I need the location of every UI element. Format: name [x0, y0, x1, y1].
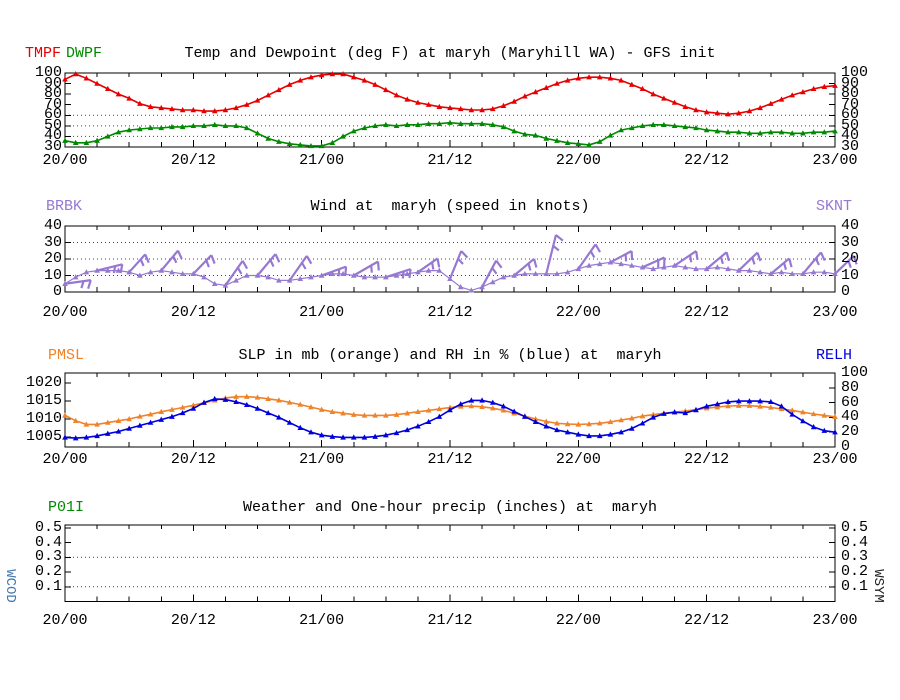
- time-axis-label: 22/12: [684, 304, 730, 321]
- y-axis-right-label: 0.1: [841, 577, 869, 595]
- y-axis-left-label: 10: [43, 266, 62, 284]
- y-axis-right-label: 20: [841, 250, 860, 267]
- time-axis-label: 23/00: [812, 304, 858, 321]
- y-axis-left-label: 1010: [25, 410, 62, 427]
- y-axis-right-label: 100: [841, 364, 869, 381]
- y-axis-right-label: 80: [841, 378, 860, 396]
- sknt-series-label: SKNT: [815, 198, 852, 215]
- y-axis-left-label: 0.4: [34, 533, 62, 551]
- pmsl-series-label: PMSL: [48, 347, 85, 364]
- time-axis-label: 21/12: [427, 612, 473, 629]
- y-axis-right-label: 50: [841, 116, 860, 134]
- y-axis-left-label: 1015: [25, 392, 62, 409]
- time-axis-label: 21/00: [299, 451, 345, 468]
- y-axis-left-label: 40: [43, 127, 62, 145]
- time-axis-label: 22/12: [684, 152, 730, 169]
- time-axis-label: 20/00: [42, 304, 88, 321]
- time-axis-label: 20/00: [42, 612, 88, 629]
- time-axis-label: 21/12: [427, 304, 473, 321]
- y-axis-left-label: 90: [43, 74, 62, 92]
- y-axis-left-label: 70: [43, 95, 62, 113]
- y-axis-right-label: 40: [841, 217, 860, 234]
- y-axis-left-label: 40: [43, 217, 62, 234]
- time-axis-label: 20/12: [170, 304, 216, 321]
- time-axis-label: 22/00: [555, 152, 601, 169]
- y-axis-right-label: 0: [841, 283, 851, 300]
- time-axis-label: 22/00: [555, 612, 601, 629]
- y-axis-right-label: 90: [841, 74, 860, 92]
- y-axis-left-label: 0.2: [34, 563, 62, 580]
- time-axis-label: 22/12: [684, 451, 730, 468]
- time-axis-label: 20/12: [170, 612, 216, 629]
- time-axis-label: 21/12: [427, 451, 473, 468]
- y-axis-left-label: 60: [43, 106, 62, 124]
- y-axis-right-label: 60: [841, 393, 860, 411]
- wsym-axis-label: WSYM: [870, 569, 886, 603]
- y-axis-right-label: 40: [841, 408, 860, 426]
- time-axis-label: 20/12: [170, 152, 216, 169]
- brbk-series-label: BRBK: [46, 198, 83, 215]
- slp-rh-panel-title: SLP in mb (orange) and RH in % (blue) at…: [238, 347, 662, 364]
- wind-panel-title: Wind at maryh (speed in knots): [310, 198, 590, 215]
- precip-panel-title: Weather and One-hour precip (inches) at …: [242, 499, 658, 516]
- y-axis-right-label: 20: [841, 423, 860, 441]
- y-axis-right-label: 0.5: [841, 518, 869, 536]
- y-axis-right-label: 70: [841, 95, 860, 113]
- y-axis-right-label: 10: [841, 266, 860, 284]
- y-axis-right-label: 80: [841, 85, 860, 103]
- dwpf-series-label: DWPF: [66, 45, 103, 62]
- y-axis-right-label: 60: [841, 106, 860, 124]
- y-axis-right-label: 100: [841, 64, 869, 81]
- y-axis-right-label: 0.4: [841, 533, 869, 551]
- y-axis-right-label: 30: [841, 233, 860, 251]
- y-axis-left-label: 30: [43, 138, 62, 155]
- tmpf-series-label: TMPF: [25, 45, 62, 62]
- time-axis-label: 22/12: [684, 612, 730, 629]
- time-axis-label: 20/00: [42, 152, 88, 169]
- y-axis-left-label: 20: [43, 250, 62, 267]
- y-axis-left-label: 30: [43, 233, 62, 251]
- y-axis-left-label: 1005: [25, 428, 62, 445]
- y-axis-right-label: 40: [841, 127, 860, 145]
- y-axis-left-label: 100: [34, 64, 62, 81]
- y-axis-left-label: 0.1: [34, 577, 62, 595]
- time-axis-label: 21/00: [299, 612, 345, 629]
- time-axis-label: 23/00: [812, 612, 858, 629]
- time-axis-label: 21/00: [299, 304, 345, 321]
- y-axis-left-label: 50: [43, 116, 62, 134]
- time-axis-label: 22/00: [555, 451, 601, 468]
- time-axis-label: 21/00: [299, 152, 345, 169]
- time-axis-label: 23/00: [812, 451, 858, 468]
- y-axis-right-label: 0: [841, 438, 851, 455]
- time-axis-label: 20/12: [170, 451, 216, 468]
- y-axis-left-label: 80: [43, 85, 62, 103]
- temp-panel-title: Temp and Dewpoint (deg F) at maryh (Mary…: [184, 45, 716, 62]
- relh-series-label: RELH: [815, 347, 852, 364]
- time-axis-label: 20/00: [42, 451, 88, 468]
- p01i-series-label: P01I: [48, 499, 85, 516]
- y-axis-left-label: 0.3: [34, 548, 62, 566]
- y-axis-left-label: 0: [52, 283, 62, 300]
- y-axis-left-label: 1020: [25, 374, 62, 391]
- time-axis-label: 21/12: [427, 152, 473, 169]
- y-axis-right-label: 0.2: [841, 563, 869, 580]
- y-axis-left-label: 0.5: [34, 518, 62, 536]
- y-axis-right-label: 0.3: [841, 548, 869, 566]
- y-axis-right-label: 30: [841, 138, 860, 155]
- time-axis-label: 23/00: [812, 152, 858, 169]
- time-axis-label: 22/00: [555, 304, 601, 321]
